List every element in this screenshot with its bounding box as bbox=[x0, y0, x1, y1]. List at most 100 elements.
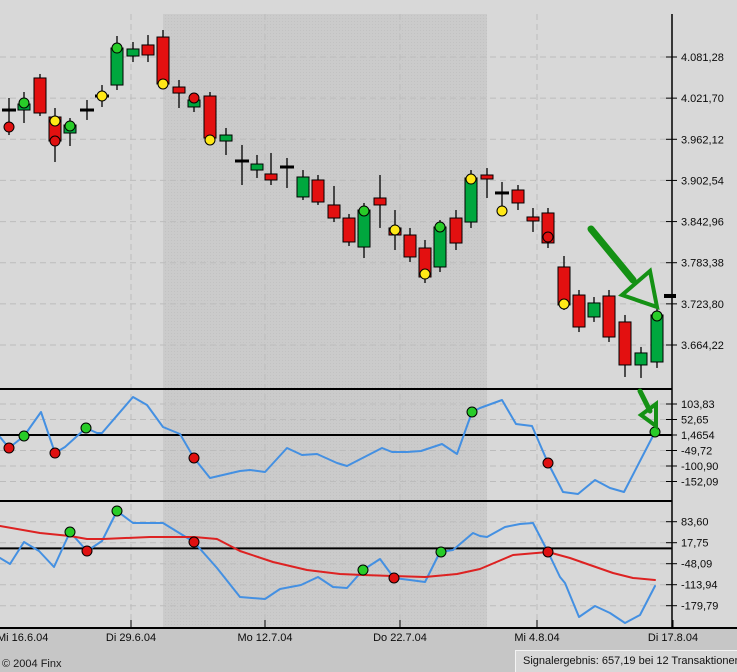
candle bbox=[250, 154, 264, 178]
candle bbox=[511, 185, 525, 211]
candle bbox=[541, 208, 555, 248]
indicator-tick-label: 83,60 bbox=[681, 517, 709, 529]
candle bbox=[357, 202, 371, 259]
candle bbox=[587, 297, 601, 322]
candle bbox=[141, 35, 155, 63]
candle bbox=[495, 181, 509, 217]
indicator1-signal-dot bbox=[49, 447, 61, 459]
candle-body bbox=[602, 295, 616, 338]
arrow-head bbox=[618, 267, 660, 311]
candle-body bbox=[311, 179, 325, 203]
candle bbox=[634, 346, 648, 378]
signal-dot bbox=[558, 298, 570, 310]
date-tick-label: Di 17.8.04 bbox=[648, 632, 698, 644]
candle-body bbox=[373, 197, 387, 206]
candle bbox=[280, 158, 294, 188]
candle-body bbox=[449, 217, 463, 244]
price-tick-label: 3.902,54 bbox=[681, 175, 724, 187]
candle-body bbox=[110, 47, 124, 86]
candle-body bbox=[264, 173, 278, 181]
signal-dot bbox=[111, 42, 123, 54]
indicator-tick-label: -49,72 bbox=[681, 445, 712, 457]
signal-dot bbox=[389, 224, 401, 236]
candle bbox=[63, 118, 77, 146]
candle bbox=[33, 73, 47, 117]
indicator2-signal-dot bbox=[388, 572, 400, 584]
candle bbox=[526, 208, 540, 232]
candle-body bbox=[33, 77, 47, 114]
candle bbox=[80, 100, 94, 120]
candle bbox=[464, 170, 478, 228]
candle bbox=[557, 256, 571, 311]
signal-dot bbox=[465, 173, 477, 185]
candle bbox=[403, 227, 417, 263]
signal-dot bbox=[49, 115, 61, 127]
candle-body bbox=[250, 163, 264, 171]
date-tick-label: Di 29.6.04 bbox=[106, 632, 156, 644]
price-tick-label: 4.021,70 bbox=[681, 93, 724, 105]
candle bbox=[449, 210, 463, 250]
signal-dot bbox=[496, 205, 508, 217]
date-tick-label: Mi 16.6.04 bbox=[0, 632, 48, 644]
candle bbox=[480, 168, 494, 198]
indicator1-oscillator-line bbox=[0, 396, 656, 495]
candle bbox=[418, 239, 432, 284]
candle-body bbox=[587, 302, 601, 318]
candle bbox=[602, 289, 616, 342]
last-price-marker bbox=[664, 293, 676, 298]
indicator1-signal-dot bbox=[80, 422, 92, 434]
indicator-tick-label: 1,4654 bbox=[681, 430, 715, 442]
indicator1-signal-dot bbox=[188, 452, 200, 464]
indicator2-signal-dot bbox=[64, 526, 76, 538]
candle-body bbox=[650, 314, 664, 363]
small-down-arrow bbox=[637, 388, 658, 430]
doji-dash bbox=[235, 159, 249, 163]
indicator2-signal-dot bbox=[81, 545, 93, 557]
signal-dot bbox=[49, 135, 61, 147]
candle-body bbox=[219, 134, 233, 142]
candle-body bbox=[618, 321, 632, 366]
signal-dot bbox=[542, 231, 554, 243]
candle-body bbox=[403, 234, 417, 258]
big-down-arrow bbox=[587, 225, 660, 311]
candle bbox=[373, 175, 387, 228]
indicator2-signal-dot bbox=[542, 546, 554, 558]
indicator-tick-label: -113,94 bbox=[681, 580, 718, 592]
candle-body bbox=[511, 189, 525, 204]
date-tick-label: Mi 4.8.04 bbox=[514, 632, 559, 644]
doji-dash bbox=[280, 165, 294, 169]
candle-body bbox=[572, 294, 586, 328]
candle bbox=[327, 185, 341, 223]
candle bbox=[95, 85, 109, 107]
candle bbox=[235, 144, 249, 186]
candle-body bbox=[526, 216, 540, 222]
candle-body bbox=[141, 44, 155, 56]
date-tick-label: Do 22.7.04 bbox=[373, 632, 427, 644]
candle bbox=[433, 220, 447, 273]
indicator2-signal-dot bbox=[188, 536, 200, 548]
indicator1-signal-dot bbox=[542, 457, 554, 469]
candle-body bbox=[464, 177, 478, 223]
candle bbox=[311, 175, 325, 205]
signal-dot bbox=[64, 120, 76, 132]
signal-dot bbox=[651, 310, 663, 322]
signal-dot bbox=[188, 92, 200, 104]
candle-body bbox=[203, 95, 217, 139]
candle-body bbox=[156, 36, 170, 85]
candle bbox=[2, 98, 16, 136]
indicator-tick-label: -100,90 bbox=[681, 461, 718, 473]
indicator2-signal-dot bbox=[357, 564, 369, 576]
candle bbox=[572, 289, 586, 333]
indicator2-signal-dot bbox=[111, 505, 123, 517]
signal-dot bbox=[96, 90, 108, 102]
signal-dot bbox=[358, 205, 370, 217]
signal-dot bbox=[204, 134, 216, 146]
doji-dash bbox=[2, 108, 16, 112]
doji-dash bbox=[80, 108, 94, 112]
signal-dot bbox=[157, 78, 169, 90]
candle bbox=[126, 42, 140, 63]
signal-dot bbox=[18, 97, 30, 109]
indicator1-signal-dot bbox=[466, 406, 478, 418]
candle bbox=[342, 214, 356, 246]
